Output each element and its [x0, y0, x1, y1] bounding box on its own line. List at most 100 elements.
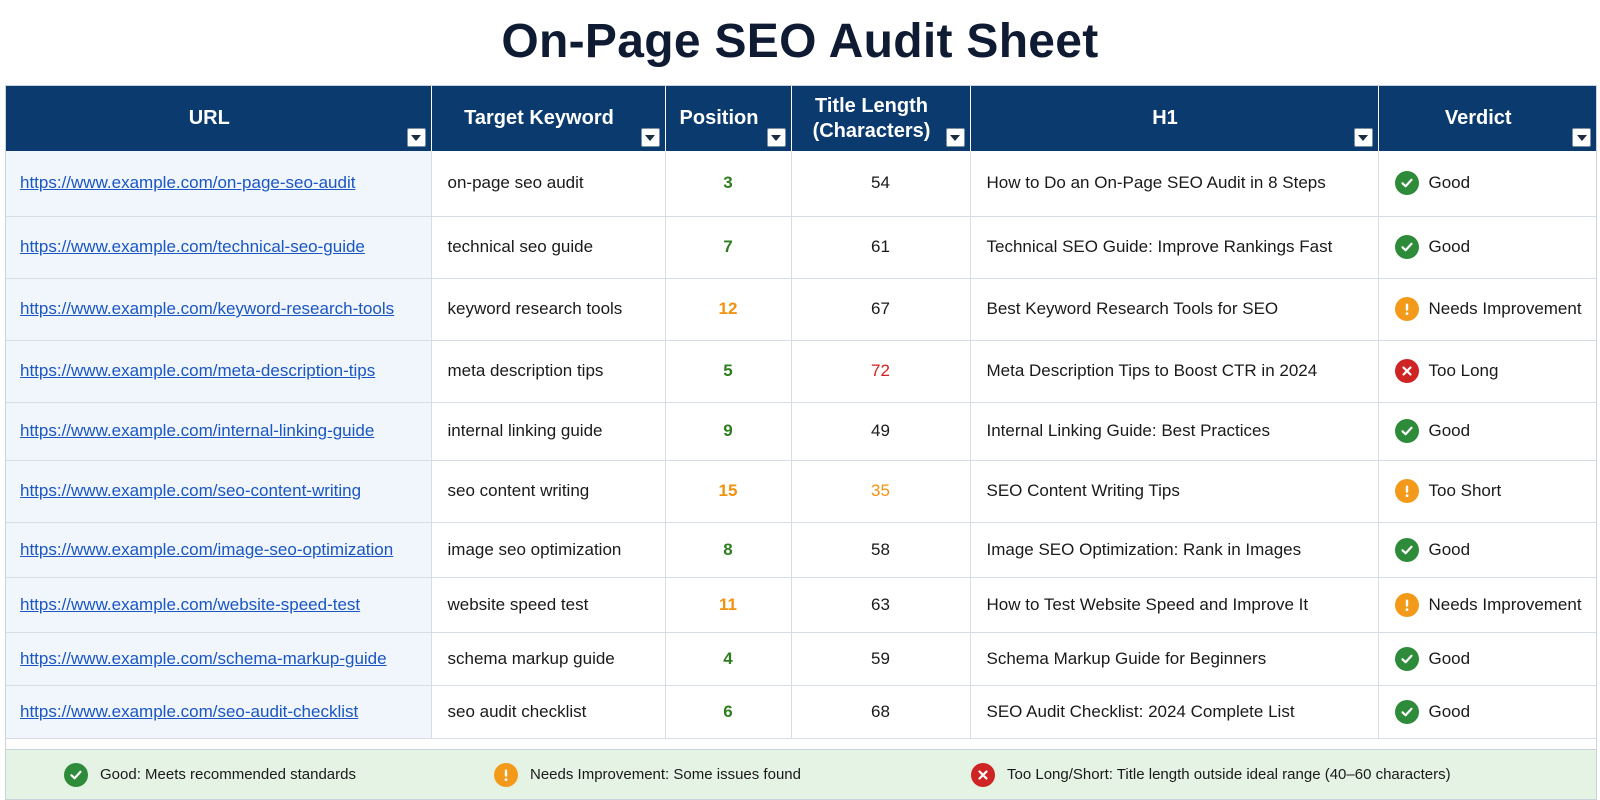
- keyword-cell: schema markup guide: [431, 632, 666, 686]
- page-title: On-Page SEO Audit Sheet: [501, 15, 1099, 68]
- column-header-keyword[interactable]: Target Keyword: [431, 86, 666, 151]
- keyword-cell: seo content writing: [431, 460, 666, 523]
- legend-item-too-long-short: Too Long/Short: Title length outside ide…: [971, 762, 1451, 787]
- column-header-verdict[interactable]: Verdict: [1378, 86, 1596, 151]
- url-link[interactable]: https://www.example.com/schema-markup-gu…: [20, 648, 387, 668]
- legend-item-good: Good: Meets recommended standards: [64, 762, 356, 787]
- verdict: Good: [1394, 419, 1597, 443]
- filter-dropdown-icon[interactable]: [1353, 128, 1373, 147]
- url-cell: https://www.example.com/website-speed-te…: [6, 577, 432, 633]
- exclamation-icon: [1394, 297, 1419, 321]
- check-icon: [1394, 537, 1419, 562]
- title-length-cell: 72: [791, 340, 971, 403]
- column-header-position[interactable]: Position: [665, 86, 792, 151]
- verdict-cell: Good: [1378, 632, 1597, 686]
- position-cell: 3: [665, 151, 792, 217]
- h1-cell: SEO Audit Checklist: 2024 Complete List: [970, 685, 1379, 739]
- legend-bar: Good: Meets recommended standards Needs …: [6, 749, 1596, 799]
- url-link[interactable]: https://www.example.com/technical-seo-gu…: [20, 237, 365, 256]
- column-header-h1[interactable]: H1: [970, 86, 1379, 151]
- position-cell: 11: [665, 577, 792, 633]
- audit-table: URL Target Keyword Position Title Length…: [6, 86, 1596, 739]
- column-header-url[interactable]: URL: [6, 86, 432, 151]
- keyword-cell: technical seo guide: [431, 216, 666, 279]
- keyword-cell: website speed test: [431, 577, 666, 633]
- title-length-cell: 35: [791, 460, 971, 523]
- verdict-label: Too Long: [1428, 361, 1499, 380]
- column-header-label: Title Length: [815, 94, 928, 117]
- check-icon: [1394, 699, 1419, 724]
- check-icon: [1394, 646, 1419, 671]
- filter-dropdown-icon[interactable]: [766, 128, 786, 147]
- filter-dropdown-icon[interactable]: [640, 128, 660, 147]
- column-header-label: H1: [1152, 107, 1178, 129]
- legend-text: Needs Improvement: Some issues found: [530, 766, 801, 783]
- verdict: Good: [1394, 699, 1597, 724]
- h1-cell: SEO Content Writing Tips: [970, 460, 1379, 523]
- verdict-cell: Good: [1378, 522, 1597, 578]
- title-length-cell: 58: [791, 522, 971, 578]
- filter-dropdown-icon[interactable]: [1572, 128, 1591, 147]
- check-icon: [64, 762, 88, 787]
- position-cell: 8: [665, 522, 792, 578]
- title-length-cell: 54: [791, 151, 971, 217]
- table-row: https://www.example.com/seo-audit-checkl…: [6, 685, 1597, 739]
- url-cell: https://www.example.com/schema-markup-gu…: [6, 632, 432, 686]
- column-header-title-length[interactable]: Title Length (Characters): [791, 86, 971, 151]
- url-link[interactable]: https://www.example.com/seo-content-writ…: [20, 481, 362, 500]
- table-row: https://www.example.com/technical-seo-gu…: [6, 216, 1597, 279]
- check-icon: [1394, 171, 1419, 196]
- verdict-label: Needs Improvement: [1428, 594, 1582, 614]
- column-header-label: Target Keyword: [464, 107, 614, 129]
- filter-dropdown-icon[interactable]: [406, 128, 426, 147]
- column-header-label: URL: [188, 107, 230, 129]
- verdict-cell: Too Short: [1378, 460, 1597, 523]
- url-link[interactable]: https://www.example.com/keyword-research…: [20, 299, 395, 318]
- url-link[interactable]: https://www.example.com/on-page-seo-audi…: [20, 173, 356, 193]
- table-row: https://www.example.com/keyword-research…: [6, 278, 1596, 341]
- verdict: Good: [1394, 171, 1597, 196]
- keyword-cell: internal linking guide: [431, 402, 666, 461]
- verdict: Good: [1394, 537, 1597, 562]
- verdict: Needs Improvement: [1394, 592, 1597, 617]
- url-link[interactable]: https://www.example.com/meta-description…: [20, 361, 376, 380]
- url-link[interactable]: https://www.example.com/website-speed-te…: [20, 594, 361, 614]
- header-row: URL Target Keyword Position Title Length…: [6, 86, 1596, 151]
- url-link[interactable]: https://www.example.com/image-seo-optimi…: [20, 539, 394, 559]
- x-icon: [971, 762, 995, 787]
- h1-cell: Technical SEO Guide: Improve Rankings Fa…: [970, 216, 1379, 279]
- title-length-cell: 68: [791, 685, 971, 739]
- title-length-cell: 49: [791, 402, 971, 461]
- column-header-label-sub: (Characters): [812, 119, 931, 142]
- table-row: https://www.example.com/schema-markup-gu…: [6, 632, 1597, 686]
- position-cell: 9: [665, 402, 792, 461]
- verdict: Good: [1394, 235, 1597, 259]
- verdict-label: Good: [1428, 539, 1471, 559]
- title-length-cell: 59: [791, 632, 971, 686]
- title-length-cell: 61: [791, 216, 971, 279]
- position-cell: 5: [665, 340, 792, 403]
- verdict-cell: Good: [1378, 685, 1597, 739]
- position-cell: 6: [665, 685, 792, 739]
- table-row: https://www.example.com/meta-description…: [6, 340, 1597, 403]
- url-link[interactable]: https://www.example.com/seo-audit-checkl…: [20, 701, 359, 721]
- h1-cell: Meta Description Tips to Boost CTR in 20…: [970, 340, 1379, 403]
- verdict-cell: Needs Improvement: [1378, 577, 1597, 633]
- verdict-label: Good: [1428, 648, 1471, 668]
- verdict: Too Short: [1394, 479, 1597, 503]
- check-icon: [1394, 419, 1419, 443]
- url-link[interactable]: https://www.example.com/internal-linking…: [20, 421, 375, 440]
- url-cell: https://www.example.com/internal-linking…: [6, 402, 432, 461]
- verdict: Too Long: [1394, 359, 1597, 383]
- h1-cell: Image SEO Optimization: Rank in Images: [970, 522, 1379, 578]
- verdict: Good: [1394, 646, 1597, 671]
- h1-cell: Internal Linking Guide: Best Practices: [970, 402, 1379, 461]
- verdict-label: Good: [1428, 237, 1471, 256]
- filter-dropdown-icon[interactable]: [945, 128, 965, 147]
- table-row: https://www.example.com/seo-content-writ…: [6, 460, 1597, 523]
- verdict-cell: Good: [1378, 151, 1597, 217]
- keyword-cell: image seo optimization: [431, 522, 666, 578]
- h1-cell: Schema Markup Guide for Beginners: [970, 632, 1379, 686]
- check-icon: [1394, 235, 1419, 259]
- verdict-label: Needs Improvement: [1428, 299, 1582, 318]
